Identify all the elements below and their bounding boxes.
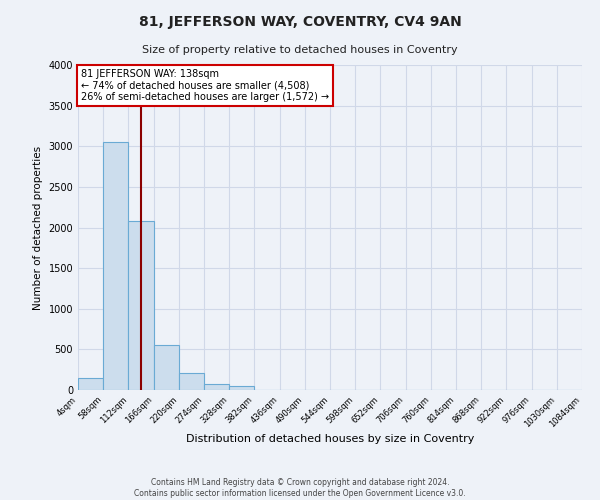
X-axis label: Distribution of detached houses by size in Coventry: Distribution of detached houses by size … [186,434,474,444]
Bar [78,378,103,390]
Bar [179,373,204,390]
Text: 81, JEFFERSON WAY, COVENTRY, CV4 9AN: 81, JEFFERSON WAY, COVENTRY, CV4 9AN [139,15,461,29]
Text: Size of property relative to detached houses in Coventry: Size of property relative to detached ho… [142,45,458,55]
Bar [103,142,128,390]
Bar [154,344,179,390]
Text: 81 JEFFERSON WAY: 138sqm
← 74% of detached houses are smaller (4,508)
26% of sem: 81 JEFFERSON WAY: 138sqm ← 74% of detach… [81,69,329,102]
Bar [204,384,229,390]
Text: Contains HM Land Registry data © Crown copyright and database right 2024.
Contai: Contains HM Land Registry data © Crown c… [134,478,466,498]
Bar [229,386,254,390]
Bar [128,221,154,390]
Y-axis label: Number of detached properties: Number of detached properties [33,146,43,310]
